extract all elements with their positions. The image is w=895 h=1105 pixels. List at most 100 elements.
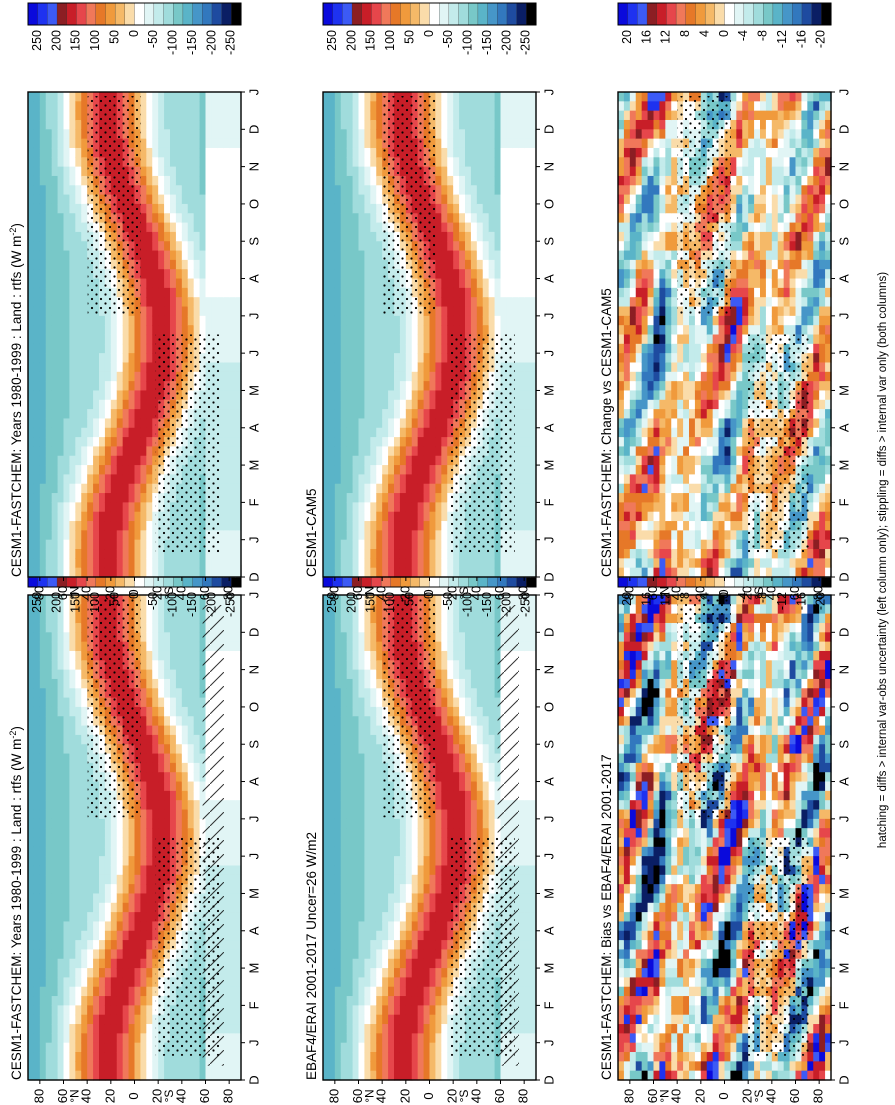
lat-tick-label: 60 [197,1089,212,1103]
heatmap-cell [694,856,702,867]
heatmap-cell [618,734,625,745]
heatmap-cell [441,762,448,773]
heatmap-cell [346,1070,354,1081]
heatmap-cell [81,874,88,885]
heatmap-cell [488,734,496,745]
heatmap-cell [524,622,531,633]
heatmap-cell [394,874,401,885]
heatmap-cell [28,818,35,829]
heatmap-cell [223,1033,230,1044]
heatmap-cell [524,1014,531,1025]
heatmap-cell [724,874,732,885]
heatmap-cell [146,772,153,783]
heatmap-cell [476,800,484,811]
heatmap-cell [346,725,354,736]
heatmap-cell [659,660,666,671]
heatmap-cell [358,734,366,745]
heatmap-cell [352,744,360,755]
heatmap-cell [530,716,537,727]
heatmap-cell [122,1033,130,1044]
heatmap-cell [364,968,371,979]
heatmap-cell [411,940,419,951]
heatmap-cell [223,688,230,699]
heatmap-cell [334,613,342,624]
heatmap-cell [659,753,666,764]
heatmap-cell [211,595,218,605]
heatmap-cell [376,632,383,643]
heatmap-cell [618,986,625,997]
heatmap-cell [482,604,490,615]
heatmap-cell [706,1070,714,1081]
heatmap-cell [51,1042,59,1053]
heatmap-cell [81,809,88,820]
heatmap-cell [653,641,661,652]
heatmap-cell [69,1061,76,1072]
heatmap-cell [376,669,383,680]
heatmap-cell [170,688,177,699]
heatmap-cell [665,977,672,988]
heatmap-cell [346,762,354,773]
heatmap-cell [736,762,743,773]
heatmap-cell [405,912,413,923]
heatmap-cell [524,1005,531,1016]
heatmap-cell [69,762,76,773]
heatmap-cell [730,790,737,801]
heatmap-cell [346,893,354,904]
heatmap-cell [134,884,142,895]
heatmap-cell [647,930,655,941]
heatmap-cell [718,846,726,857]
heatmap-cell [718,949,726,960]
heatmap-cell [712,1014,720,1025]
heatmap-cell [352,604,360,615]
heatmap-cell [223,734,230,745]
heatmap-cell [388,837,395,848]
heatmap-cell [223,622,230,633]
heatmap-cell [352,678,360,689]
heatmap-cell [57,678,65,689]
heatmap-cell [75,744,82,755]
heatmap-cell [229,968,236,979]
heatmap-cell [441,781,448,792]
heatmap-cell [429,968,437,979]
heatmap-cell [134,949,142,960]
heatmap-cell [500,1061,508,1072]
heatmap-cell [435,678,442,689]
heatmap-cell [623,856,631,867]
heatmap-cell [429,912,437,923]
heatmap-cell [482,688,490,699]
heatmap-cell [340,846,348,857]
heatmap-cell [718,818,726,829]
heatmap-cell [724,884,732,895]
heatmap-cell [346,641,354,652]
heatmap-cell [382,837,389,848]
heatmap-cell [736,604,743,615]
heatmap-cell [730,912,737,923]
heatmap-cell [158,1061,165,1072]
heatmap-cell [394,996,401,1006]
heatmap-cell [641,622,649,633]
heatmap-cell [229,884,236,895]
heatmap-cell [730,930,737,941]
heatmap-cell [647,874,655,885]
heatmap-cell [435,753,442,764]
heatmap-cell [152,706,159,717]
heatmap-cell [453,688,460,699]
heatmap-cell [706,921,714,932]
heatmap-cell [199,1061,207,1072]
heatmap-cell [470,650,478,661]
heatmap-cell [51,1005,59,1016]
heatmap-cell [665,595,672,605]
heatmap-cell [340,818,348,829]
heatmap-cell [441,949,448,960]
heatmap-cell [340,809,348,820]
heatmap-cell [488,669,496,680]
heatmap-cell [223,828,230,839]
heatmap-cell [718,902,726,913]
colorbar-label: 100 [88,592,102,613]
heatmap-cell [28,790,35,801]
heatmap-cell [453,772,460,783]
heatmap-cell [388,902,395,913]
heatmap-cell [346,828,354,839]
